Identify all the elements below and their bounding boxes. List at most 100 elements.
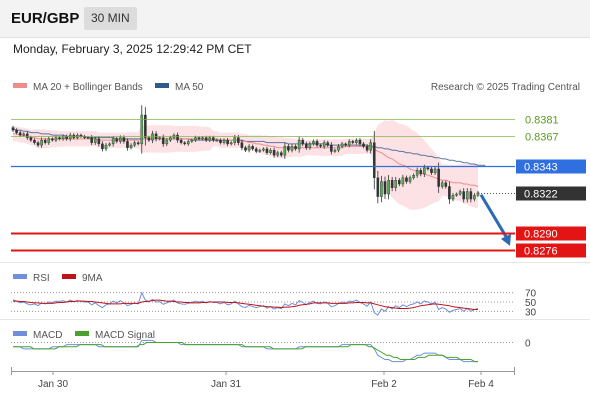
support-1-label: 0.8290 xyxy=(524,229,558,241)
candle-up xyxy=(333,149,337,152)
candle-down xyxy=(90,137,93,143)
legend-macd: MACD xyxy=(33,330,62,341)
candle-down xyxy=(376,177,380,197)
candle-up xyxy=(440,182,444,187)
macd-signal-line xyxy=(13,342,478,363)
rsi-line xyxy=(12,291,479,316)
candle-down xyxy=(319,144,322,147)
timestamp: Monday, February 3, 2025 12:29:42 PM CET xyxy=(13,42,252,56)
candle-up xyxy=(40,139,43,146)
x-tick-label: Feb 2 xyxy=(371,379,397,390)
candle-down xyxy=(437,168,440,187)
candle-down xyxy=(279,152,283,156)
candle-down xyxy=(448,186,451,200)
candle-up xyxy=(108,143,111,146)
current-price-tag xyxy=(516,186,586,201)
macd-panel: 0 xyxy=(11,339,531,363)
candle-up xyxy=(276,152,279,156)
candle-down xyxy=(383,181,387,195)
forecast-arrow-shaft xyxy=(479,194,510,241)
rsi-30-label: 30 xyxy=(525,307,537,318)
candle-down xyxy=(251,146,254,150)
candle-down xyxy=(237,137,240,143)
candle-down xyxy=(419,170,423,175)
candle-up xyxy=(47,138,51,143)
candle-down xyxy=(58,137,61,140)
candle-down xyxy=(51,138,54,141)
candle-down xyxy=(294,146,297,150)
support-1-tag xyxy=(516,226,586,241)
pivot-tag xyxy=(516,159,586,174)
candle-up xyxy=(158,137,161,140)
candle-down xyxy=(326,142,330,146)
rsi-50-label: 50 xyxy=(525,298,537,309)
candle-up xyxy=(415,170,419,176)
candle-down xyxy=(351,141,355,143)
candle-down xyxy=(26,133,29,138)
candle-up xyxy=(312,141,315,145)
current-price-label: 0.8322 xyxy=(524,189,558,201)
timeframe-button[interactable]: 30 MIN xyxy=(84,7,137,30)
candle-down xyxy=(18,132,22,136)
candle-down xyxy=(126,141,129,148)
candle-up xyxy=(93,138,97,143)
candle-up xyxy=(165,139,169,145)
candle-down xyxy=(301,139,305,145)
candle-down xyxy=(179,139,183,143)
candle-up xyxy=(186,141,190,145)
candle-down xyxy=(144,114,147,138)
candle-up xyxy=(340,143,344,147)
candle-up xyxy=(322,142,326,147)
candle-down xyxy=(365,146,369,151)
candle-down xyxy=(204,137,208,141)
legend-ma20: MA 20 + Bollinger Bands xyxy=(33,82,143,93)
legend-swatch-ma20 xyxy=(13,83,27,88)
candle-down xyxy=(444,182,448,187)
attribution: Research © 2025 Trading Central xyxy=(431,82,580,93)
candle-down xyxy=(33,139,36,143)
candle-down xyxy=(462,191,465,200)
rsi-ma-line xyxy=(13,299,478,310)
candle-down xyxy=(36,142,40,146)
candle-up xyxy=(111,138,115,145)
candle-up xyxy=(458,191,462,195)
candle-up xyxy=(215,139,219,142)
candle-down xyxy=(29,137,33,141)
candle-up xyxy=(369,142,372,151)
x-tick-label: Jan 30 xyxy=(38,379,68,390)
support-2-tag xyxy=(516,243,586,258)
candle-down xyxy=(197,137,201,140)
candle-down xyxy=(358,139,362,145)
candle-down xyxy=(390,180,394,188)
candle-up xyxy=(129,144,133,148)
candle-down xyxy=(176,134,179,141)
candle-down xyxy=(226,139,229,145)
candle-down xyxy=(469,191,473,200)
legend-swatch-rsi-ma xyxy=(62,274,76,279)
candle-down xyxy=(183,142,186,145)
candle-up xyxy=(258,149,262,152)
candle-up xyxy=(247,146,251,151)
candle-up xyxy=(387,180,390,195)
price-levels: 0.8381 0.8367 0.8343 0.8322 0.8290 0.8276 xyxy=(11,115,586,258)
candle-up xyxy=(455,193,458,196)
candle-down xyxy=(136,142,140,145)
resistance-1-label: 0.8367 xyxy=(525,132,559,144)
candle-up xyxy=(476,192,480,196)
candle-down xyxy=(15,129,18,133)
candle-down xyxy=(115,138,119,142)
macd-line xyxy=(13,339,478,363)
x-tick-label: Jan 31 xyxy=(211,379,241,390)
candle-up xyxy=(190,139,194,142)
candle-up xyxy=(394,180,398,188)
candle-up xyxy=(337,146,340,151)
candle-up xyxy=(401,177,405,185)
candle-down xyxy=(405,177,408,182)
legend-swatch-rsi xyxy=(13,274,27,279)
candle-down xyxy=(244,147,247,151)
candle-up xyxy=(104,144,108,150)
candle-down xyxy=(305,143,308,148)
candle-down xyxy=(430,168,433,173)
candle-up xyxy=(229,142,233,145)
